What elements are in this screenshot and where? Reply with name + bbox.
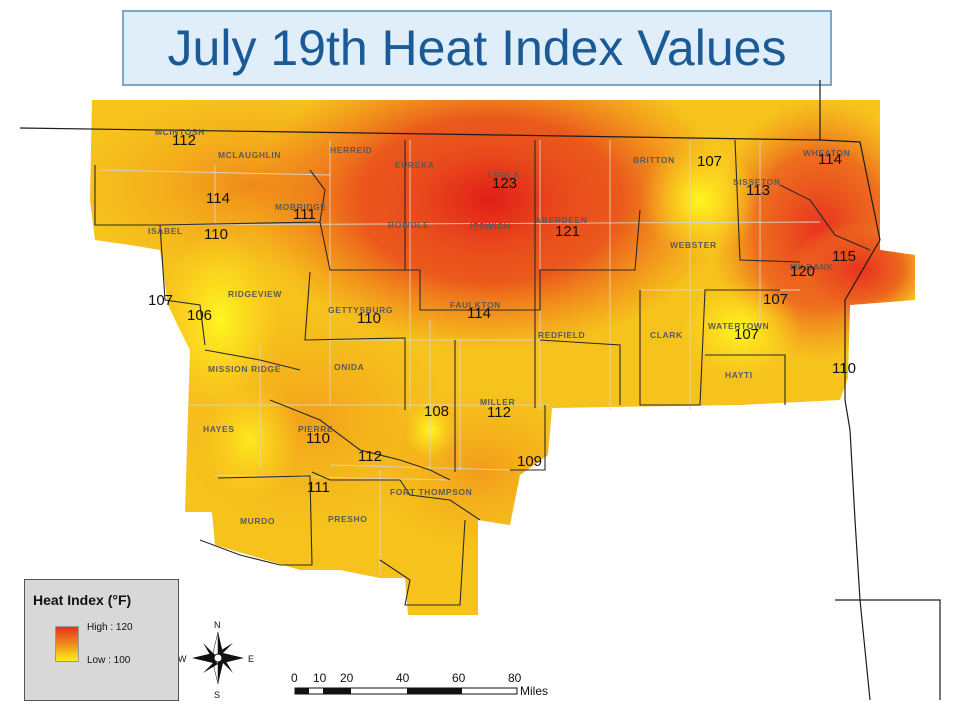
- title-box: July 19th Heat Index Values: [122, 10, 832, 86]
- compass-s: S: [214, 690, 220, 700]
- city-label-miller: MILLER: [480, 397, 515, 407]
- value-aberdeen: 121: [555, 223, 580, 240]
- value-leola: 123: [492, 175, 517, 192]
- state-boundaries: [19, 80, 941, 701]
- scale-unit: Miles: [520, 684, 548, 698]
- value-watertown: 107: [734, 326, 759, 343]
- scale-tick-60: 60: [452, 671, 466, 685]
- value-milbank-east: 115: [832, 248, 856, 265]
- city-label-pierre: PIERRE: [298, 424, 333, 434]
- value-ridgeview-west: 107: [148, 292, 173, 309]
- city-label-mobridge: MOBRIDGE: [275, 202, 327, 212]
- value-mcintosh: 112: [172, 132, 196, 149]
- legend: Heat Index (°F) High : 120 Low : 100: [24, 579, 179, 701]
- scale-tick-20: 20: [340, 671, 354, 685]
- city-label-eureka: EUREKA: [395, 160, 435, 170]
- city-label-bowdle: BOWDLE: [388, 220, 429, 230]
- value-east: 110: [832, 360, 856, 377]
- value-faulkton: 114: [467, 305, 491, 322]
- scale-tick-0: 0: [291, 671, 298, 685]
- city-label-sisseton: SISSETON: [733, 177, 781, 187]
- city-label-webster: WEBSTER: [670, 240, 717, 250]
- compass-rose: N S E W: [178, 620, 254, 700]
- county-lines: [99, 140, 821, 575]
- value-sisseton: 113: [746, 182, 770, 199]
- value-wheaton: 114: [818, 151, 842, 168]
- city-label-hayes: HAYES: [203, 424, 235, 434]
- city-label-ridgeview: RIDGEVIEW: [228, 289, 282, 299]
- legend-color-ramp: [55, 626, 79, 662]
- city-label-mcintosh: MCINTOSH: [155, 127, 205, 137]
- value-watertown-north: 107: [763, 291, 788, 308]
- legend-high-label: High : 120: [87, 622, 133, 633]
- scale-tick-40: 40: [396, 671, 410, 685]
- city-label-fort-thompson: FORT THOMPSON: [390, 487, 472, 497]
- value-pierre: 110: [306, 430, 330, 447]
- value-britton: 107: [697, 153, 722, 170]
- compass-w: W: [178, 654, 187, 664]
- city-label-leola: LEOLA: [488, 170, 520, 180]
- scale-bar: 0 10 20 40 60 80 Miles: [291, 671, 548, 698]
- value-isabel: 110: [204, 226, 228, 243]
- map-title: July 19th Heat Index Values: [167, 20, 787, 76]
- compass-n: N: [214, 620, 221, 630]
- city-label-britton: BRITTON: [633, 155, 675, 165]
- value-mclaughlin: 114: [206, 190, 230, 207]
- zone-outlines: [94, 139, 871, 606]
- city-label-onida: ONIDA: [334, 362, 364, 372]
- city-label-clark: CLARK: [650, 330, 683, 340]
- value-miller: 112: [487, 404, 511, 421]
- city-label-herreid: HERREID: [330, 145, 372, 155]
- value-gettysburg: 110: [357, 310, 381, 327]
- legend-title: Heat Index (°F): [33, 592, 132, 608]
- city-label-ipswich: IPSWICH: [470, 221, 511, 231]
- city-label-mclaughlin: MCLAUGHLIN: [218, 150, 281, 160]
- value-pierre-east: 112: [358, 448, 382, 465]
- city-label-presho: PRESHO: [328, 514, 368, 524]
- legend-low-label: Low : 100: [87, 655, 131, 666]
- city-label-faulkton: FAULKTON: [450, 300, 501, 310]
- city-labels: MCINTOSH MCLAUGHLIN HERREID EUREKA LEOLA…: [148, 127, 850, 526]
- scale-tick-10: 10: [313, 671, 327, 685]
- city-label-wheaton: WHEATON: [803, 148, 850, 158]
- value-south-miller: 109: [517, 453, 542, 470]
- heat-surface: [90, 100, 915, 615]
- city-label-isabel: ISABEL: [148, 226, 183, 236]
- value-mobridge: 111: [293, 206, 316, 223]
- city-label-milbank: MILBANK: [790, 262, 834, 272]
- value-milbank: 120: [790, 263, 815, 280]
- value-ridgeview: 106: [187, 307, 212, 324]
- value-presho-north: 111: [307, 479, 330, 496]
- city-label-aberdeen: ABERDEEN: [535, 215, 588, 225]
- city-label-mission-ridge: MISSION RIDGE: [208, 364, 281, 374]
- value-miller-west: 108: [424, 403, 449, 420]
- city-label-watertown: WATERTOWN: [708, 321, 769, 331]
- compass-e: E: [248, 654, 254, 664]
- city-label-redfield: REDFIELD: [538, 330, 585, 340]
- city-label-murdo: MURDO: [240, 516, 275, 526]
- heat-index-values: 112 114 110 111 123 121 107 113 114 115 …: [148, 132, 856, 496]
- city-label-hayti: HAYTI: [725, 370, 753, 380]
- scale-tick-80: 80: [508, 671, 522, 685]
- city-label-gettysburg: GETTYSBURG: [328, 305, 393, 315]
